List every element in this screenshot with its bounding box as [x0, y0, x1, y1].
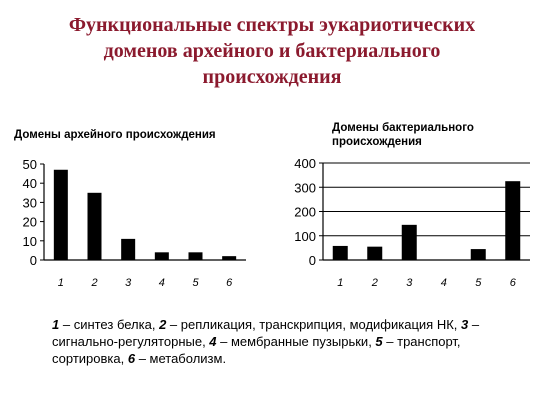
bacterial-category-label-2: 2 [371, 277, 378, 289]
archaeal-category-label-3: 3 [125, 277, 132, 289]
title-line-2: доменов архейного и бактериального [103, 40, 441, 62]
bacterial-category-label-4: 4 [441, 277, 447, 289]
legend-text-4: – мембранные пузырьки, [216, 334, 376, 349]
bacterial-category-label-6: 6 [510, 277, 517, 289]
legend-num-2: 2 [159, 317, 167, 332]
archaeal-ytick-label-1: 10 [23, 234, 37, 249]
legend-text-5: – транспорт, сортировка, [52, 334, 461, 366]
legend-text-2: – репликация, транскрипция, модификация … [166, 317, 462, 332]
archaeal-bar-5 [188, 252, 203, 260]
bacterial-chart-title: Домены бактериального происхождения [332, 121, 474, 149]
bacterial-ytick-label-2: 200 [294, 205, 316, 220]
legend-text-6: – метаболизм. [135, 351, 227, 366]
bacterial-bar-6 [505, 181, 521, 260]
archaeal-ytick-label-3: 30 [23, 195, 37, 210]
legend-num-5: 5 [375, 334, 383, 349]
archaeal-ytick-label-5: 50 [23, 157, 37, 172]
bacterial-bar-3 [401, 224, 417, 260]
archaeal-category-label-6: 6 [226, 277, 233, 289]
bacterial-chart-title-line-1: Домены бактериального [332, 122, 474, 134]
bacterial-chart-title-line-2: происхождения [332, 136, 422, 148]
archaeal-ytick-label-0: 0 [30, 253, 37, 268]
legend-num-3: 3 [461, 317, 469, 332]
archaeal-ytick-label-2: 20 [23, 215, 37, 230]
legend-text-1: – синтез белка, [59, 317, 160, 332]
bacterial-category-label-5: 5 [475, 277, 482, 289]
bacterial-category-label-1: 1 [337, 277, 343, 289]
title-line-3: происхождения [202, 66, 342, 88]
archaeal-category-label-1: 1 [58, 277, 64, 289]
legend-num-6: 6 [127, 351, 136, 366]
bacterial-ytick-label-3: 300 [294, 180, 316, 195]
bacterial-category-label-3: 3 [406, 277, 413, 289]
page-title: Функциональные спектры эукариотических д… [20, 12, 524, 90]
legend-num-1: 1 [52, 317, 60, 332]
legend-num-4: 4 [209, 334, 217, 349]
archaeal-category-label-5: 5 [192, 277, 199, 289]
archaeal-bar-3 [121, 238, 136, 260]
bacterial-ytick-label-0: 0 [309, 253, 316, 268]
archaeal-bar-6 [222, 256, 237, 260]
legend: 1 – синтез белка, 2 – репликация, транск… [52, 316, 512, 367]
archaeal-category-label-4: 4 [159, 277, 165, 289]
archaeal-ytick-label-4: 40 [23, 176, 37, 191]
archaeal-category-label-2: 2 [90, 277, 97, 289]
archaeal-bar-4 [154, 252, 169, 260]
title-line-1: Функциональные спектры эукариотических [68, 14, 476, 36]
bacterial-bar-2 [367, 246, 383, 260]
archaeal-chart-title: Домены архейного происхождения [14, 129, 216, 141]
archaeal-bar-2 [87, 192, 102, 260]
bacterial-ytick-label-4: 400 [294, 156, 316, 171]
bacterial-ytick-label-1: 100 [294, 229, 316, 244]
archaeal-bar-1 [53, 169, 68, 260]
bacterial-bar-1 [332, 245, 348, 260]
bacterial-bar-5 [470, 249, 486, 260]
legend-text-3: – сигнально-регуляторные, [52, 317, 480, 349]
